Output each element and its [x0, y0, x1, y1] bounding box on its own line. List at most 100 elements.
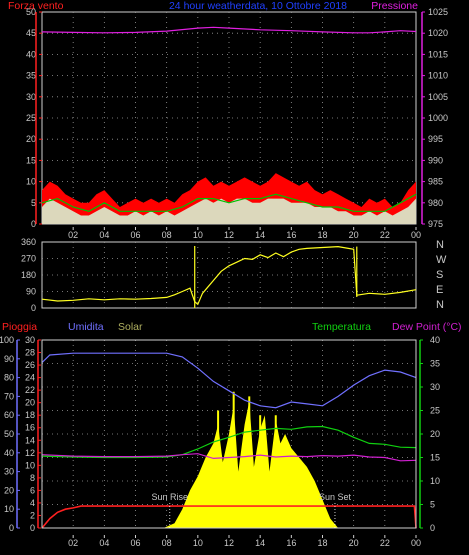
wind-gust-area [42, 198, 416, 224]
wind-tick-label: 15 [26, 155, 36, 165]
humidity-tick-label: 30 [4, 467, 14, 477]
wind-tick-label: 30 [26, 92, 36, 102]
x-tick-label: 04 [99, 230, 109, 240]
x-tick-label: 06 [130, 230, 140, 240]
wind-tick-label: 40 [26, 49, 36, 59]
pressure-tick-label: 1005 [428, 92, 448, 102]
pressure-tick-label: 990 [428, 155, 443, 165]
direction-degree-axis: 0 90 180 270 360 [21, 237, 36, 313]
dewpoint-axis-title: Dew Point (°C) [392, 321, 462, 333]
x-tick-label: 02 [68, 538, 78, 548]
humidity-tick-label: 70 [4, 391, 14, 401]
humidity-axis-title: Umidita [68, 321, 104, 333]
x-tick-label: 10 [193, 230, 203, 240]
x-tick-label: 22 [380, 230, 390, 240]
direction-tick-label: 90 [26, 287, 36, 297]
humidity-tick-label: 50 [4, 429, 14, 439]
solar-axis-title: Solar [118, 321, 143, 333]
x-tick-label: 22 [380, 538, 390, 548]
wind-speed-axis: 0 5 10 15 20 25 30 35 40 45 50 [26, 7, 42, 229]
pressure-axis: 975 980 985 990 995 1000 1005 1010 1015 1020 1025 [421, 7, 448, 229]
rain-tick-label: 22 [25, 385, 35, 395]
temperature-tick-label: 40 [430, 335, 440, 345]
temperature-line [41, 425, 417, 459]
wind-direction-line [41, 245, 417, 306]
rain-tick-label: 18 [25, 410, 35, 420]
x-tick-label: 14 [255, 230, 265, 240]
humidity-tick-label: 60 [4, 410, 14, 420]
direction-tick-label: 360 [21, 237, 36, 247]
wind-tick-label: 25 [26, 113, 36, 123]
rain-tick-label: 12 [25, 448, 35, 458]
x-tick-label: 14 [255, 538, 265, 548]
pressure-tick-label: 1010 [428, 71, 448, 81]
wind-pressure-grid [42, 12, 416, 224]
time-axis-top: 02 04 06 08 10 12 14 16 18 20 22 00 [68, 227, 421, 240]
temperature-tick-label: 25 [430, 406, 440, 416]
direction-tick-label: 0 [31, 303, 36, 313]
x-tick-label: 02 [68, 230, 78, 240]
pressure-tick-label: 985 [428, 177, 443, 187]
pressure-tick-label: 1000 [428, 113, 448, 123]
pressure-axis-title: Pressione [371, 0, 418, 12]
direction-tick-label: 180 [21, 270, 36, 280]
x-tick-label: 06 [130, 538, 140, 548]
pressure-tick-label: 975 [428, 219, 443, 229]
compass-label: S [436, 269, 443, 281]
humidity-tick-label: 100 [0, 335, 14, 345]
temperature-axis: 0 5 10 15 20 25 30 35 40 [419, 335, 440, 533]
x-tick-label: 16 [286, 230, 296, 240]
temperature-axis-title: Temperatura [312, 321, 371, 333]
wind-tick-label: 45 [26, 28, 36, 38]
humidity-tick-label: 0 [9, 523, 14, 533]
climate-series [41, 352, 417, 529]
pressure-tick-label: 1020 [428, 28, 448, 38]
humidity-tick-label: 40 [4, 448, 14, 458]
sun-annotations: Sun Rise Sun Set [152, 492, 351, 528]
time-axis-bottom: 02 04 06 08 10 12 14 16 18 20 22 00 [68, 535, 421, 548]
pressure-tick-label: 995 [428, 134, 443, 144]
x-tick-label: 12 [224, 230, 234, 240]
compass-label: N [436, 239, 444, 251]
x-tick-label: 18 [317, 230, 327, 240]
dewpoint-line [41, 453, 417, 462]
temperature-tick-label: 10 [430, 476, 440, 486]
pressure-tick-label: 1025 [428, 7, 448, 17]
rain-tick-label: 16 [25, 423, 35, 433]
humidity-tick-label: 80 [4, 373, 14, 383]
compass-label: N [436, 299, 444, 311]
compass-label: E [436, 284, 443, 296]
wind-average-line [41, 193, 417, 212]
rain-tick-label: 10 [25, 460, 35, 470]
temperature-tick-label: 30 [430, 382, 440, 392]
rain-tick-label: 14 [25, 435, 35, 445]
wind-tick-label: 35 [26, 71, 36, 81]
x-tick-label: 04 [99, 538, 109, 548]
rain-axis-title: Pioggia [2, 321, 37, 333]
temperature-tick-label: 20 [430, 429, 440, 439]
rain-tick-label: 26 [25, 360, 35, 370]
chart-title: 24 hour weatherdata, 10 Ottobre 2018 [169, 0, 347, 12]
x-tick-label: 16 [286, 538, 296, 548]
rain-tick-label: 28 [25, 348, 35, 358]
x-tick-label: 20 [349, 230, 359, 240]
x-tick-label: 20 [349, 538, 359, 548]
solar-area [163, 401, 339, 528]
x-tick-label: 00 [411, 538, 421, 548]
rain-tick-label: 4 [30, 498, 35, 508]
direction-tick-label: 270 [21, 254, 36, 264]
pressure-tick-label: 1015 [428, 49, 448, 59]
pressure-line [41, 26, 417, 34]
rain-tick-label: 20 [25, 398, 35, 408]
rain-tick-label: 24 [25, 373, 35, 383]
x-tick-label: 12 [224, 538, 234, 548]
climate-frame [41, 339, 417, 529]
wind-tick-label: 20 [26, 134, 36, 144]
temperature-tick-label: 35 [430, 359, 440, 369]
compass-label: W [436, 254, 447, 266]
wind-axis-title: Forza vento [8, 0, 64, 12]
